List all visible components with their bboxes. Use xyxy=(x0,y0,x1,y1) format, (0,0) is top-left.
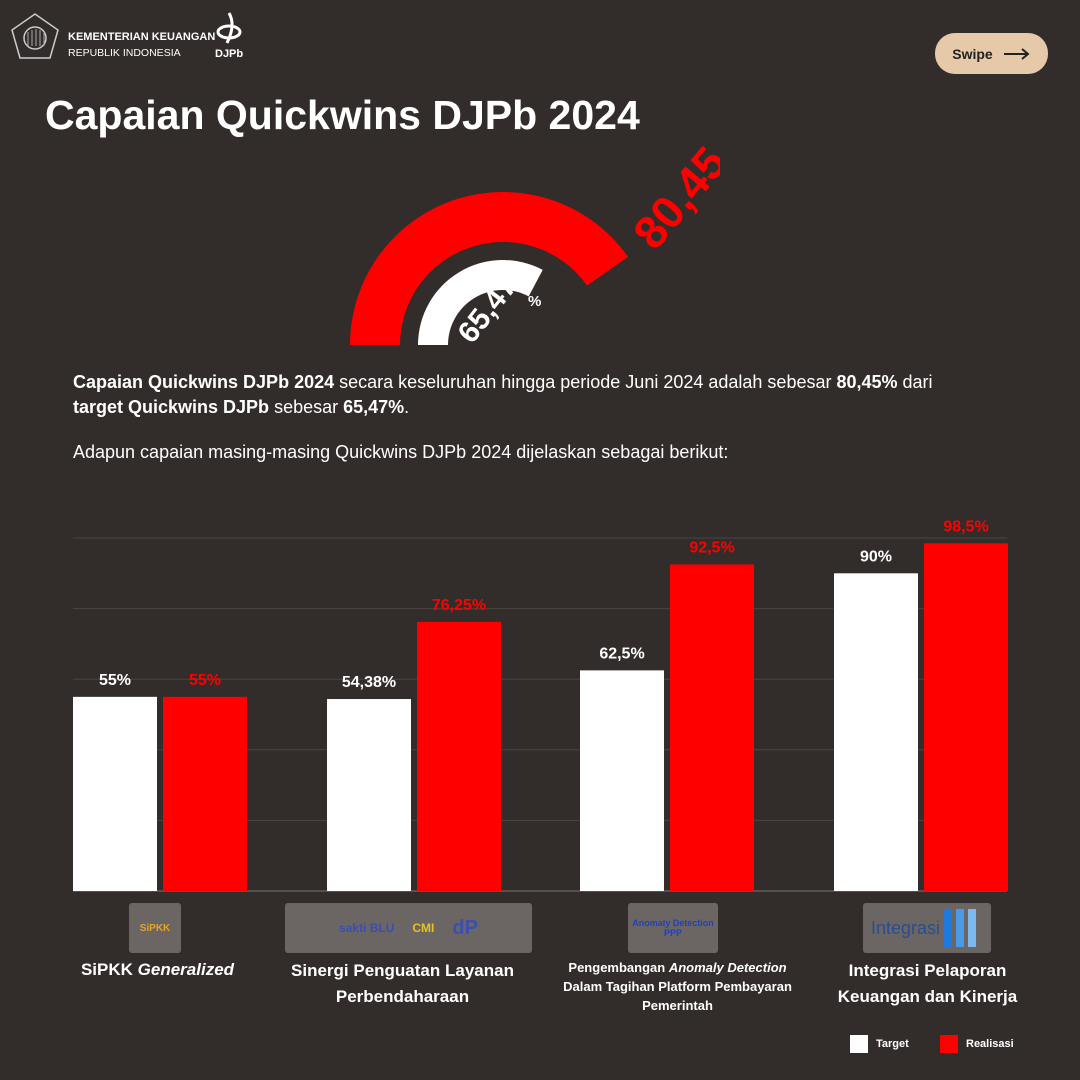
gauge-realisasi-label: 80,45% xyxy=(623,140,720,258)
category-label-sinergi: Sinergi Penguatan Layanan Perbendaharaan xyxy=(291,961,514,1006)
bar-realisasi xyxy=(417,621,501,891)
data-label-realisasi: 98,5% xyxy=(943,518,988,535)
arrow-right-icon xyxy=(1003,47,1030,60)
gauge-arc-target xyxy=(418,260,543,345)
anomaly-detection-logo: Anomaly Detection PPP xyxy=(628,903,718,953)
page-title: Capaian Quickwins DJPb 2024 xyxy=(45,92,640,138)
data-label-target: 54,38% xyxy=(342,674,396,691)
data-label-realisasi: 76,25% xyxy=(432,597,486,614)
summary-paragraph: Capaian Quickwins DJPb 2024 secara kesel… xyxy=(73,372,933,417)
bar-target xyxy=(73,696,157,891)
legend-swatch-realisasi xyxy=(940,1035,958,1053)
swipe-button[interactable]: Swipe xyxy=(935,33,1048,74)
org-name: KEMENTERIAN KEUANGAN xyxy=(68,31,216,43)
dp-logo: dP xyxy=(452,916,478,939)
category-label-anomaly: Pengembangan Anomaly Detection Dalam Tag… xyxy=(563,960,792,1013)
gauge-target-percent: % xyxy=(528,293,541,310)
bar-target xyxy=(834,573,918,891)
data-label-realisasi: 92,5% xyxy=(689,539,734,556)
data-label-target: 90% xyxy=(860,548,892,565)
legend-target: Target xyxy=(850,1035,909,1053)
integrasi-logo: Integrasi xyxy=(863,903,991,953)
cmi-logo: CMI xyxy=(412,921,435,935)
legend-realisasi: Realisasi xyxy=(940,1035,1014,1053)
org-country: REPUBLIK INDONESIA xyxy=(68,47,181,59)
intro-paragraph: Adapun capaian masing-masing Quickwins D… xyxy=(73,442,729,462)
bar-target xyxy=(580,670,664,891)
sipkk-logo: SiPKK xyxy=(129,903,181,953)
sinergi-logos: sakti BLU CMI dP xyxy=(285,903,532,953)
bar-realisasi xyxy=(670,564,754,891)
gauge-arc-realisasi xyxy=(350,192,629,345)
bar-realisasi xyxy=(163,696,247,891)
bar-target xyxy=(327,699,411,891)
gauge-chart: 80,45% 65,47 % xyxy=(350,140,720,349)
djpb-logo-text: DJPb xyxy=(215,48,244,60)
swipe-label: Swipe xyxy=(952,45,993,62)
legend-swatch-target xyxy=(850,1035,868,1053)
djpb-logo-icon xyxy=(216,12,242,44)
kemenkeu-emblem-icon xyxy=(11,13,59,59)
data-label-target: 55% xyxy=(99,672,131,689)
data-label-target: 62,5% xyxy=(599,645,644,662)
bar-chart: 55% 55% 54,38% 76,25% 62,5% 92,5% 90% 98,5% xyxy=(73,518,1008,892)
data-label-realisasi: 55% xyxy=(189,672,221,689)
category-label-integrasi: Integrasi Pelaporan Keuangan dan Kinerja xyxy=(837,961,1018,1006)
category-label-sipkk: SiPKK Generalized xyxy=(80,960,235,979)
bar-realisasi xyxy=(924,543,1008,891)
sakti-blu-logo: sakti BLU xyxy=(339,921,395,935)
